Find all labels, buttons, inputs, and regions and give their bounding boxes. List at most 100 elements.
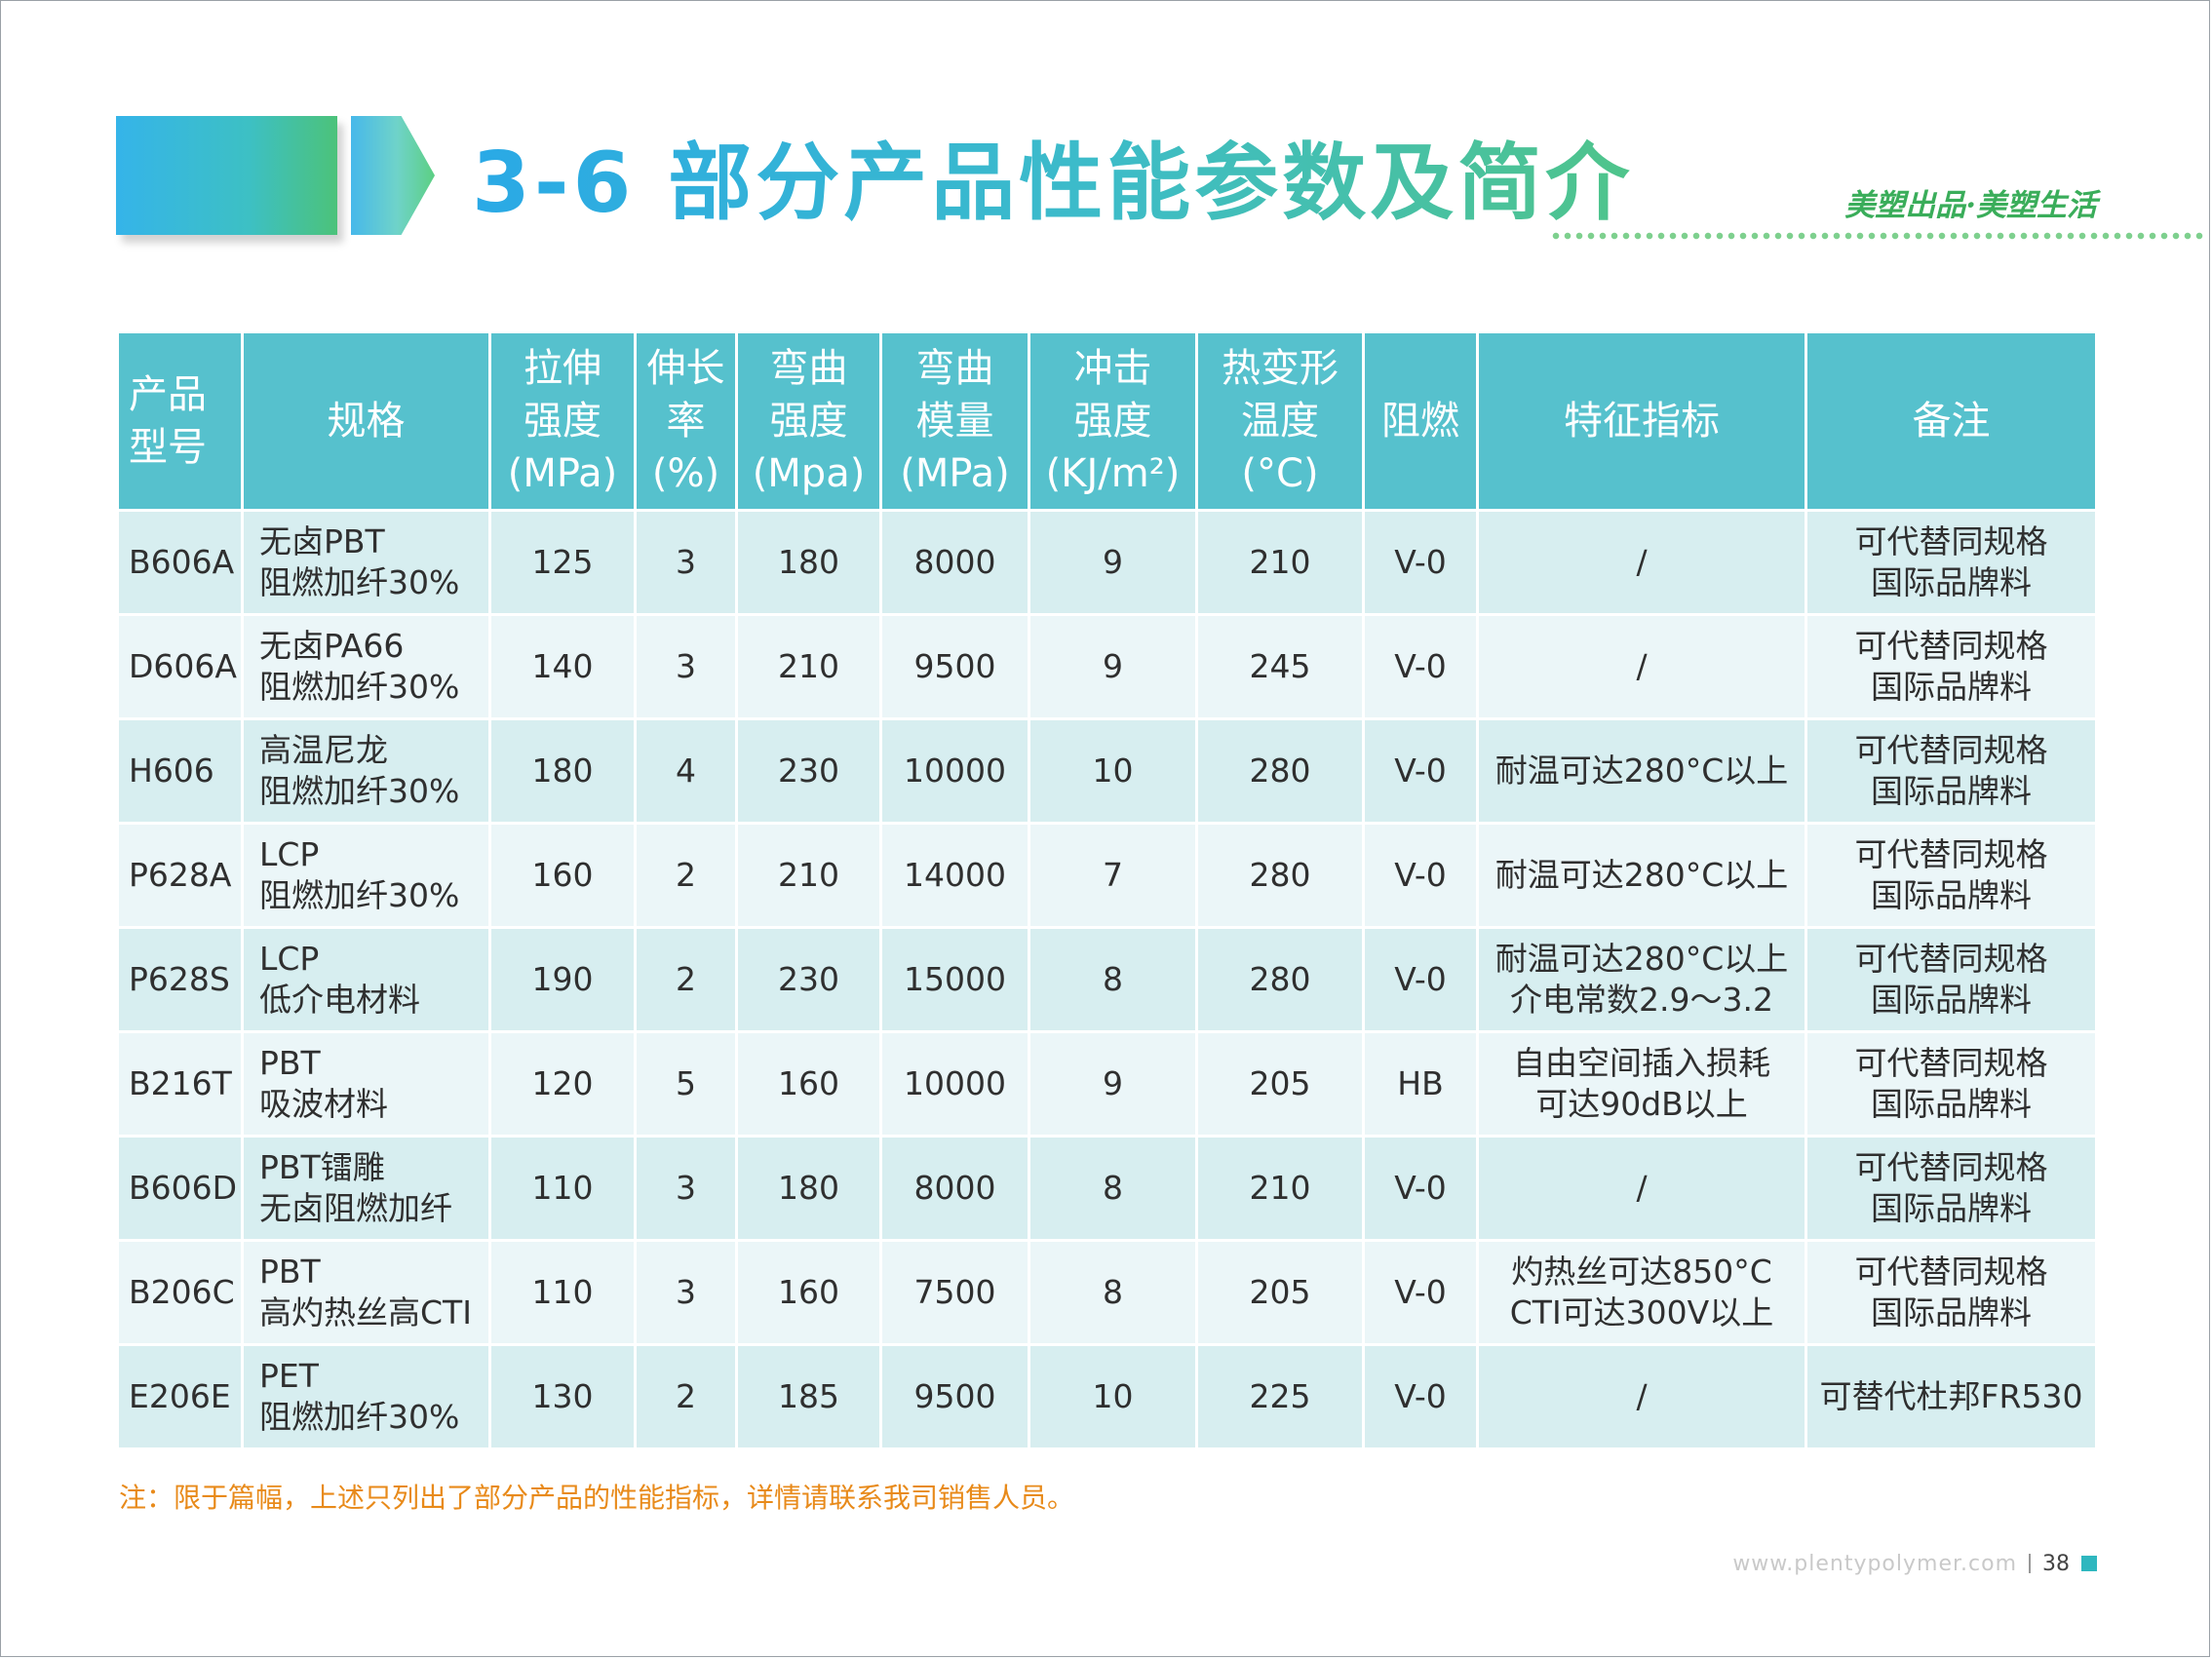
square-marker-icon	[2081, 1556, 2097, 1571]
cell-elongation: 2	[634, 822, 738, 929]
cell-elongation: 3	[634, 1239, 738, 1346]
cell-remark: 可代替同规格 国际品牌料	[1805, 1030, 2098, 1138]
footnote: 注：限于篇幅，上述只列出了部分产品的性能指标，详情请联系我司销售人员。	[119, 1482, 1075, 1514]
column-header-feature: 特征指标	[1476, 330, 1807, 512]
cell-model: B606D	[116, 1135, 244, 1242]
cell-tensile: 110	[488, 1135, 637, 1242]
cell-spec: PBT 吸波材料	[241, 1030, 491, 1138]
column-header-remark: 备注	[1805, 330, 2098, 512]
table-row: P628A LCP 阻燃加纤30% 160 2 210 14000 7 280 …	[116, 822, 2098, 929]
cell-impact: 8	[1028, 1239, 1198, 1346]
column-header-impact: 冲击 强度 (KJ/m²)	[1028, 330, 1198, 512]
cell-hdt: 280	[1195, 717, 1365, 825]
cell-flex-modulus: 7500	[879, 1239, 1030, 1346]
cell-flex-modulus: 9500	[879, 1343, 1030, 1450]
cell-flame: V-0	[1362, 509, 1479, 616]
cell-elongation: 3	[634, 1135, 738, 1242]
cell-flex-strength: 230	[735, 717, 882, 825]
cell-tensile: 120	[488, 1030, 637, 1138]
cell-flex-strength: 160	[735, 1239, 882, 1346]
cell-spec: PBT镭雕 无卤阻燃加纤	[241, 1135, 491, 1242]
cell-remark: 可代替同规格 国际品牌料	[1805, 717, 2098, 825]
cell-model: P628A	[116, 822, 244, 929]
footer-divider	[2029, 1554, 2031, 1573]
cell-tensile: 110	[488, 1239, 637, 1346]
cell-elongation: 5	[634, 1030, 738, 1138]
cell-model: B206C	[116, 1239, 244, 1346]
cell-elongation: 2	[634, 1343, 738, 1450]
cell-impact: 9	[1028, 1030, 1198, 1138]
cell-flame: V-0	[1362, 822, 1479, 929]
cell-tensile: 160	[488, 822, 637, 929]
cell-flame: V-0	[1362, 1343, 1479, 1450]
page-title: 3-6 部分产品性能参数及简介	[472, 125, 1633, 242]
cell-flame: HB	[1362, 1030, 1479, 1138]
cell-tensile: 190	[488, 926, 637, 1033]
cell-flame: V-0	[1362, 1135, 1479, 1242]
cell-feature: /	[1476, 509, 1807, 616]
cell-model: E206E	[116, 1343, 244, 1450]
cell-flex-modulus: 8000	[879, 509, 1030, 616]
cell-hdt: 280	[1195, 926, 1365, 1033]
cell-impact: 10	[1028, 717, 1198, 825]
cell-spec: 高温尼龙 阻燃加纤30%	[241, 717, 491, 825]
cell-feature: /	[1476, 1135, 1807, 1242]
cell-remark: 可替代杜邦FR530	[1805, 1343, 2098, 1450]
product-spec-table: 产品 型号 规格 拉伸 强度 (MPa) 伸长 率 (%) 弯曲 强度 (Mpa…	[116, 330, 2098, 1450]
cell-tensile: 130	[488, 1343, 637, 1450]
cell-model: H606	[116, 717, 244, 825]
cell-feature: 灼热丝可达850°C CTI可达300V以上	[1476, 1239, 1807, 1346]
cell-tensile: 140	[488, 613, 637, 720]
cell-spec: PBT 高灼热丝高CTI	[241, 1239, 491, 1346]
page-footer: www.plentypolymer.com 38	[1732, 1549, 2097, 1578]
cell-flame: V-0	[1362, 613, 1479, 720]
table-row: E206E PET 阻燃加纤30% 130 2 185 9500 10 225 …	[116, 1343, 2098, 1450]
cell-spec: 无卤PBT 阻燃加纤30%	[241, 509, 491, 616]
cell-hdt: 205	[1195, 1239, 1365, 1346]
cell-elongation: 4	[634, 717, 738, 825]
cell-elongation: 3	[634, 509, 738, 616]
cell-flex-modulus: 14000	[879, 822, 1030, 929]
cell-flex-modulus: 10000	[879, 1030, 1030, 1138]
table-row: B206C PBT 高灼热丝高CTI 110 3 160 7500 8 205 …	[116, 1239, 2098, 1346]
column-header-spec: 规格	[241, 330, 491, 512]
cell-feature: 耐温可达280°C以上	[1476, 717, 1807, 825]
cell-flex-strength: 230	[735, 926, 882, 1033]
brand-slogan: 美塑出品·美塑生活	[1844, 188, 2097, 223]
cell-flex-strength: 185	[735, 1343, 882, 1450]
cell-feature: /	[1476, 1343, 1807, 1450]
column-header-flame: 阻燃	[1362, 330, 1479, 512]
cell-flex-modulus: 15000	[879, 926, 1030, 1033]
cell-spec: 无卤PA66 阻燃加纤30%	[241, 613, 491, 720]
cell-flex-strength: 210	[735, 613, 882, 720]
cell-remark: 可代替同规格 国际品牌料	[1805, 1135, 2098, 1242]
dotted-divider	[1550, 232, 2203, 240]
table-row: B606D PBT镭雕 无卤阻燃加纤 110 3 180 8000 8 210 …	[116, 1135, 2098, 1242]
cell-model: B606A	[116, 509, 244, 616]
table-row: B216T PBT 吸波材料 120 5 160 10000 9 205 HB …	[116, 1030, 2098, 1138]
website-link[interactable]: www.plentypolymer.com	[1732, 1551, 2017, 1576]
cell-spec: PET 阻燃加纤30%	[241, 1343, 491, 1450]
cell-spec: LCP 低介电材料	[241, 926, 491, 1033]
cell-impact: 8	[1028, 926, 1198, 1033]
cell-impact: 8	[1028, 1135, 1198, 1242]
column-header-tensile: 拉伸 强度 (MPa)	[488, 330, 637, 512]
cell-model: P628S	[116, 926, 244, 1033]
cell-elongation: 2	[634, 926, 738, 1033]
table-row: D606A 无卤PA66 阻燃加纤30% 140 3 210 9500 9 24…	[116, 613, 2098, 720]
column-header-flex-strength: 弯曲 强度 (Mpa)	[735, 330, 882, 512]
table-row: B606A 无卤PBT 阻燃加纤30% 125 3 180 8000 9 210…	[116, 509, 2098, 616]
column-header-elongation: 伸长 率 (%)	[634, 330, 738, 512]
cell-spec: LCP 阻燃加纤30%	[241, 822, 491, 929]
cell-hdt: 245	[1195, 613, 1365, 720]
cell-tensile: 125	[488, 509, 637, 616]
cell-flame: V-0	[1362, 926, 1479, 1033]
cell-feature: 自由空间插入损耗 可达90dB以上	[1476, 1030, 1807, 1138]
cell-remark: 可代替同规格 国际品牌料	[1805, 1239, 2098, 1346]
cell-flex-modulus: 10000	[879, 717, 1030, 825]
header-banner-block	[116, 116, 337, 235]
cell-flex-strength: 180	[735, 1135, 882, 1242]
cell-flex-strength: 160	[735, 1030, 882, 1138]
cell-remark: 可代替同规格 国际品牌料	[1805, 822, 2098, 929]
